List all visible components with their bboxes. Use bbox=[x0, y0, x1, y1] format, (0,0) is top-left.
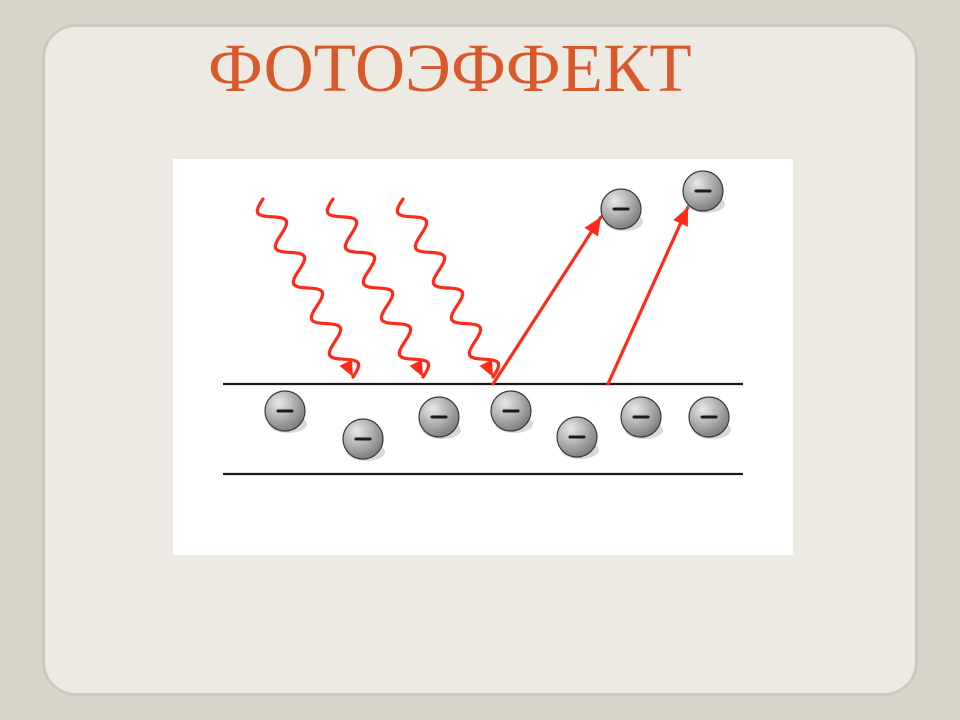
content-panel: ФОТОЭФФЕКТ bbox=[42, 24, 918, 696]
ejection-arrow bbox=[608, 207, 688, 384]
arrowhead-icon bbox=[340, 360, 353, 377]
photon-wave bbox=[397, 199, 498, 377]
slide-root: ФОТОЭФФЕКТ bbox=[0, 0, 960, 720]
slide-title: ФОТОЭФФЕКТ bbox=[208, 33, 692, 102]
arrowhead-icon bbox=[480, 360, 493, 377]
arrowhead-icon bbox=[410, 360, 423, 377]
photon-wave bbox=[257, 199, 358, 377]
photoeffect-diagram bbox=[173, 159, 793, 555]
ejection-arrow bbox=[493, 217, 601, 384]
arrowhead-icon bbox=[585, 217, 601, 236]
photon-wave bbox=[327, 199, 428, 377]
diagram-svg bbox=[173, 159, 793, 555]
